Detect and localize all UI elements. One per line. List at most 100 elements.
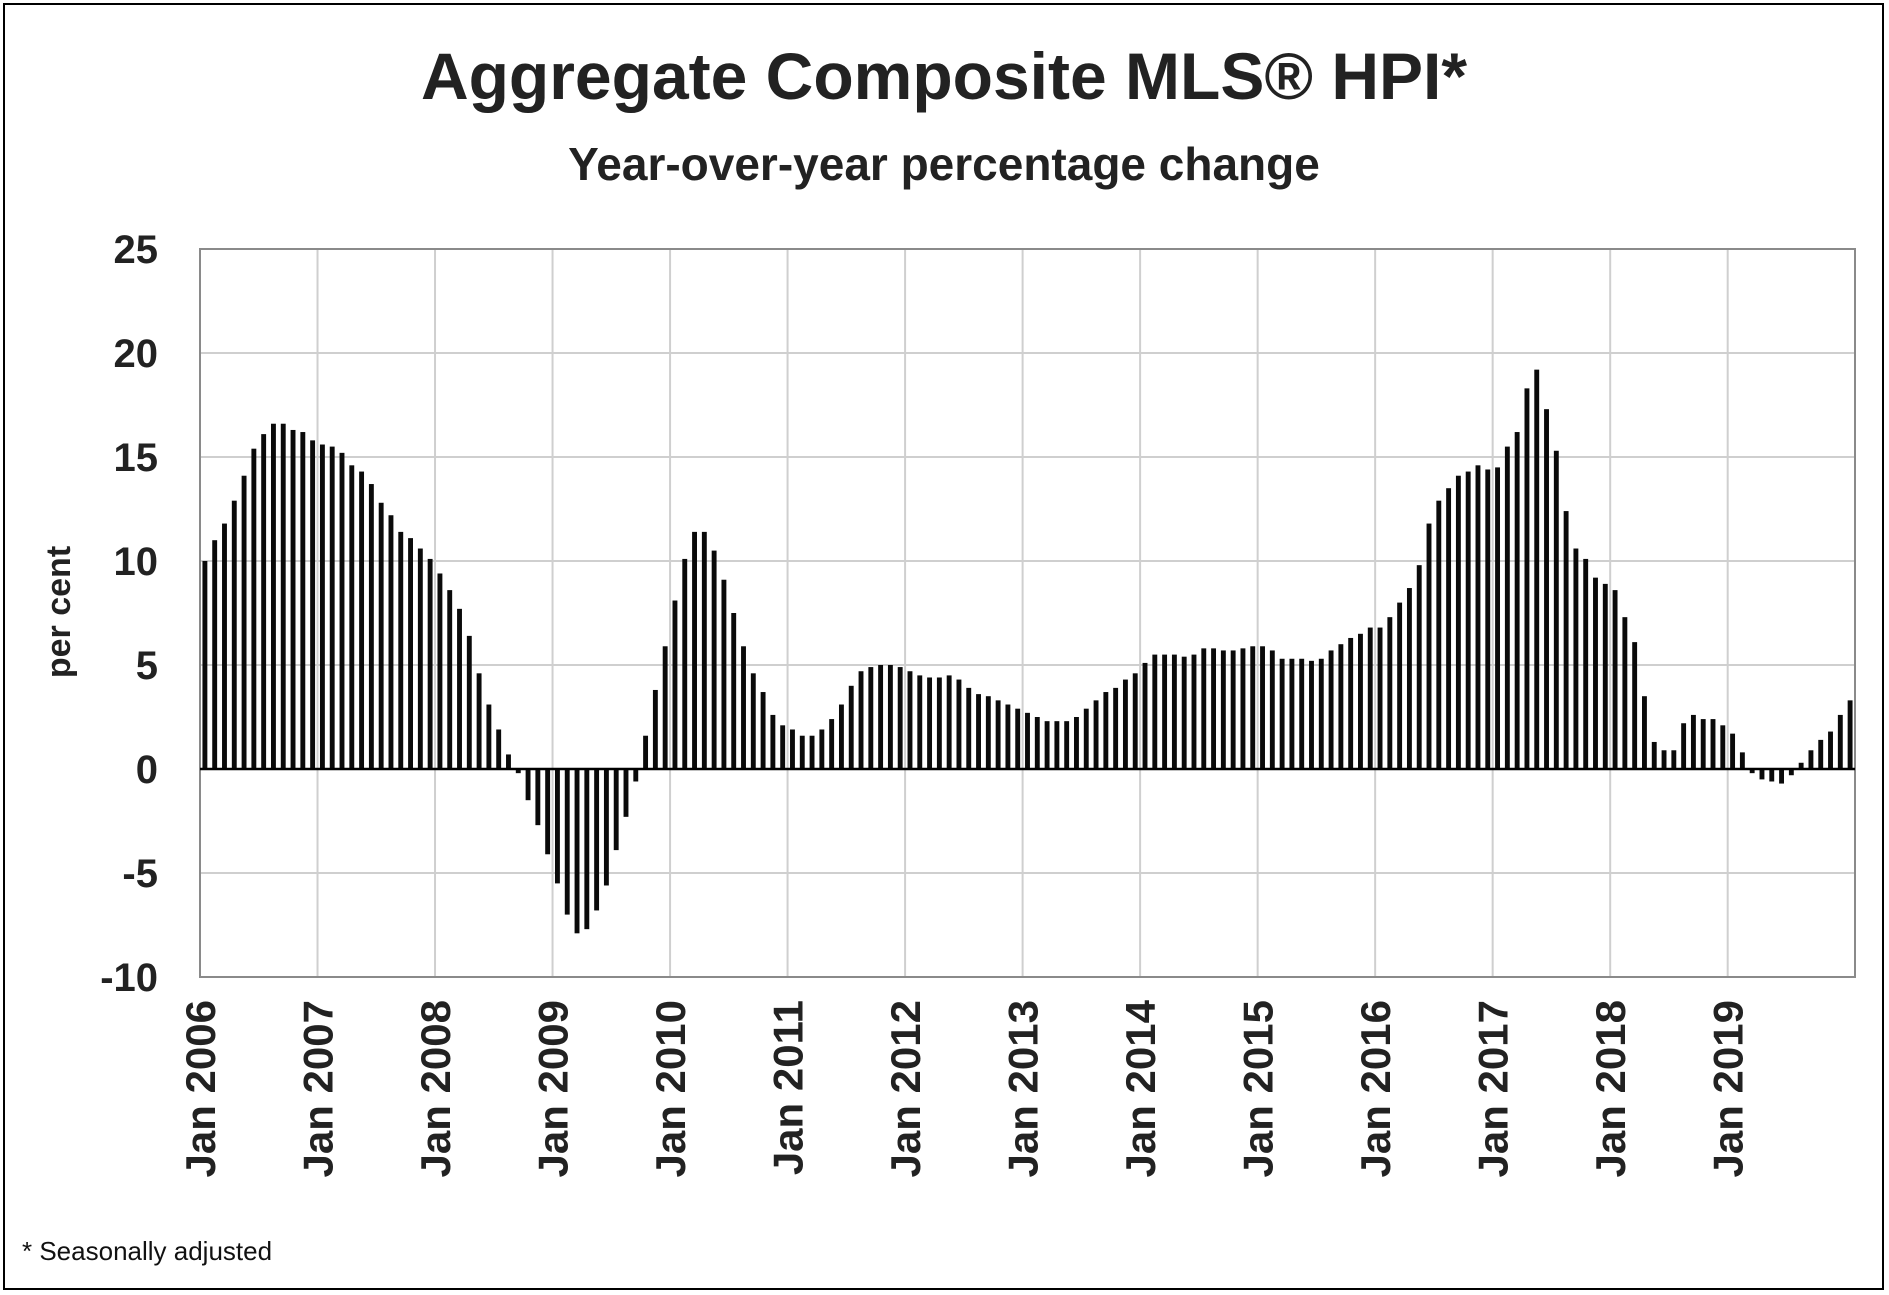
bar [1642, 696, 1647, 769]
bar [1828, 731, 1833, 769]
bar [1690, 714, 1696, 769]
bar [584, 769, 590, 930]
bar [1318, 658, 1324, 769]
bar [1309, 660, 1314, 769]
bar [1563, 511, 1569, 769]
bar [1622, 617, 1628, 769]
bar [1632, 642, 1638, 769]
bar [280, 423, 286, 769]
bar [1436, 500, 1442, 769]
x-tick-label: Jan 2016 [1352, 1000, 1399, 1177]
bar [300, 432, 306, 769]
bar [1504, 446, 1510, 769]
bar [1015, 708, 1021, 769]
bar [770, 714, 776, 769]
y-tick-label: 25 [114, 228, 159, 272]
bar [701, 531, 707, 769]
bar [1612, 590, 1618, 769]
bar [1054, 721, 1060, 769]
bar [1455, 475, 1461, 769]
bar [270, 423, 276, 769]
bar [594, 769, 600, 911]
bar [1808, 750, 1814, 769]
bar [1328, 650, 1334, 769]
bar [760, 692, 766, 769]
bar [838, 704, 844, 769]
bar [907, 671, 913, 769]
bar [946, 675, 952, 769]
bar [1279, 658, 1285, 769]
bar [1025, 712, 1030, 769]
bar [1093, 700, 1099, 769]
bar [1181, 656, 1187, 769]
bar [682, 558, 688, 769]
bar [1132, 673, 1138, 769]
bar [329, 446, 335, 769]
bar [750, 673, 756, 769]
plot-area [199, 248, 1856, 978]
bar [1064, 721, 1070, 769]
bar [692, 531, 697, 769]
bar [1847, 700, 1853, 769]
bar [535, 769, 541, 826]
bar [1788, 769, 1794, 776]
bar [1299, 658, 1305, 769]
bar [711, 550, 717, 769]
bar [936, 677, 942, 769]
x-tick-label: Jan 2014 [1117, 999, 1164, 1177]
bar [897, 667, 903, 769]
bar [662, 646, 668, 769]
bar [1749, 769, 1755, 774]
bar [887, 665, 893, 769]
bar [368, 484, 374, 769]
bar [1426, 523, 1432, 769]
y-tick-label: -5 [122, 852, 158, 896]
y-tick-label: 20 [114, 332, 159, 376]
bar [1661, 750, 1667, 769]
bar [1358, 633, 1363, 769]
bar [995, 700, 1001, 769]
bar [554, 769, 560, 884]
bar [231, 500, 237, 769]
x-tick-label: Jan 2013 [1000, 1000, 1047, 1177]
bar [1250, 646, 1256, 769]
bar [1514, 432, 1520, 769]
x-tick-label: Jan 2017 [1470, 1000, 1517, 1177]
y-tick-label: 15 [114, 436, 159, 480]
bar [731, 613, 737, 769]
bar [1348, 637, 1354, 769]
chart-subtitle: Year-over-year percentage change [568, 138, 1320, 190]
bar [1593, 577, 1598, 769]
bar [388, 515, 394, 769]
bar [1122, 679, 1128, 769]
bar [1720, 725, 1726, 769]
x-axis: Jan 2006 Jan 2007 Jan 2008 Jan 2009 Jan 2010… [177, 999, 1752, 1177]
bar [623, 769, 629, 817]
bar [672, 600, 678, 769]
bar [1269, 650, 1275, 769]
bar [398, 531, 404, 769]
bar [1544, 409, 1549, 769]
bar [1553, 450, 1559, 769]
bar [496, 729, 502, 769]
bar [417, 548, 423, 769]
bar [1387, 617, 1393, 769]
bar [241, 475, 247, 769]
x-tick-label: Jan 2010 [647, 1000, 694, 1177]
bar [427, 558, 433, 769]
x-tick-label: Jan 2019 [1705, 1000, 1752, 1177]
bar [574, 769, 580, 934]
bar [1142, 662, 1148, 769]
bar [437, 573, 443, 769]
bar [1602, 583, 1608, 769]
y-tick-label: 5 [136, 644, 158, 688]
bar [476, 673, 482, 769]
bar [1103, 692, 1109, 769]
bar [1152, 654, 1158, 769]
bar [1465, 471, 1471, 769]
bar [633, 769, 639, 782]
bar [1191, 654, 1197, 769]
bar [378, 502, 384, 769]
bar [202, 561, 208, 769]
